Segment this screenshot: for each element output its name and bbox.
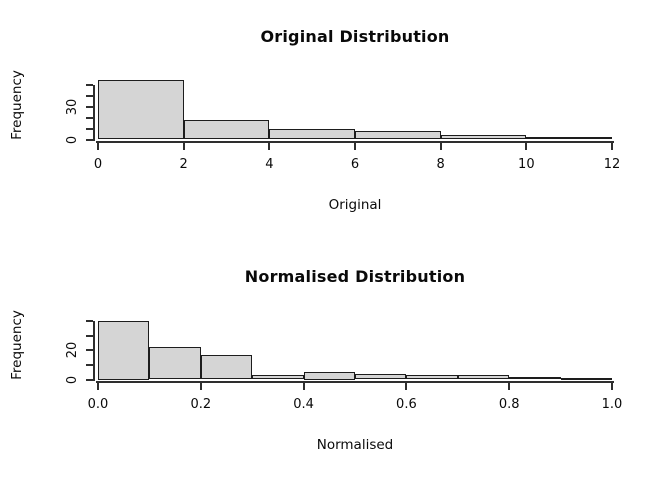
histogram-bar <box>252 375 304 380</box>
panel-normalised-distribution: Normalised Distribution Frequency 0.0 0.2… <box>0 240 672 480</box>
x-tick-label: 0.0 <box>87 397 109 412</box>
x-tick-label: 4 <box>265 157 274 172</box>
x-tick-mark <box>182 143 185 150</box>
histogram-bar <box>303 372 355 380</box>
x-tick-mark <box>97 143 99 150</box>
y-tick-label: 20 <box>65 341 80 359</box>
y-tick-mark <box>86 116 93 119</box>
x-tick-label: 12 <box>603 157 621 172</box>
y-tick-mark <box>86 94 93 97</box>
x-tick-mark <box>508 383 511 390</box>
histogram-bar <box>526 137 612 140</box>
histogram-bar <box>560 378 612 380</box>
histogram-bar <box>269 128 355 140</box>
histogram-bar <box>355 373 407 380</box>
histogram-bar <box>440 135 527 140</box>
histogram-bar <box>200 354 253 380</box>
x-tick-label: 0.4 <box>293 397 314 412</box>
y-tick-mark <box>86 138 93 141</box>
x-tick-label: 0.8 <box>498 397 520 412</box>
x-tick-mark <box>268 143 271 150</box>
x-axis-label: Original <box>328 197 382 213</box>
y-tick-mark <box>86 105 93 108</box>
histogram-bar <box>183 119 270 140</box>
x-tick-mark <box>354 143 356 150</box>
x-tick-mark <box>611 143 613 150</box>
y-axis-line <box>93 321 95 381</box>
x-tick-mark <box>439 143 442 150</box>
histogram-bar <box>509 376 561 380</box>
x-tick-label: 2 <box>179 157 188 172</box>
y-tick-mark <box>86 320 93 322</box>
x-tick-mark <box>525 143 528 150</box>
y-tick-label: 0 <box>65 375 80 384</box>
x-tick-label: 0.6 <box>396 397 417 412</box>
y-tick-mark <box>86 378 93 381</box>
x-tick-mark <box>302 383 305 390</box>
x-tick-mark <box>405 383 408 390</box>
histogram-bar <box>98 79 184 140</box>
x-tick-label: 8 <box>436 157 445 172</box>
chart-title: Original Distribution <box>260 27 450 46</box>
histogram-bar <box>149 347 201 380</box>
y-tick-label: 0 <box>65 135 80 144</box>
x-tick-mark <box>199 383 202 390</box>
x-axis-line <box>96 141 614 143</box>
x-tick-mark <box>611 383 613 390</box>
panel-original-distribution: Original Distribution Frequency 0 2 4 6 8 10 1… <box>9 27 621 213</box>
x-tick-label: 0 <box>93 157 103 172</box>
x-tick-label: 10 <box>518 157 535 172</box>
plot-area: 0.0 0.2 0.4 0.6 0.8 1.0 0 20 <box>0 240 672 480</box>
x-tick-label: 0.2 <box>190 397 212 412</box>
x-tick-label: 6 <box>350 157 360 172</box>
y-tick-label: 30 <box>65 98 80 116</box>
y-axis-line <box>93 85 95 141</box>
histogram-bar <box>98 321 150 380</box>
plot-area: 0 2 4 6 8 10 12 0 30 <box>65 79 621 172</box>
x-axis-line <box>96 381 614 383</box>
x-tick-label: 1.0 <box>601 397 623 412</box>
y-tick-mark <box>86 127 93 130</box>
histogram-bar <box>355 130 441 140</box>
x-tick-mark <box>97 383 99 390</box>
histogram-bar <box>457 375 510 380</box>
y-tick-mark <box>86 363 93 366</box>
y-tick-mark <box>86 334 93 337</box>
y-tick-mark <box>86 84 93 86</box>
chart-title: Normalised Distribution <box>244 267 466 286</box>
x-axis-label: Normalised <box>316 437 394 453</box>
histogram-bar <box>406 375 458 380</box>
y-tick-mark <box>86 349 93 352</box>
